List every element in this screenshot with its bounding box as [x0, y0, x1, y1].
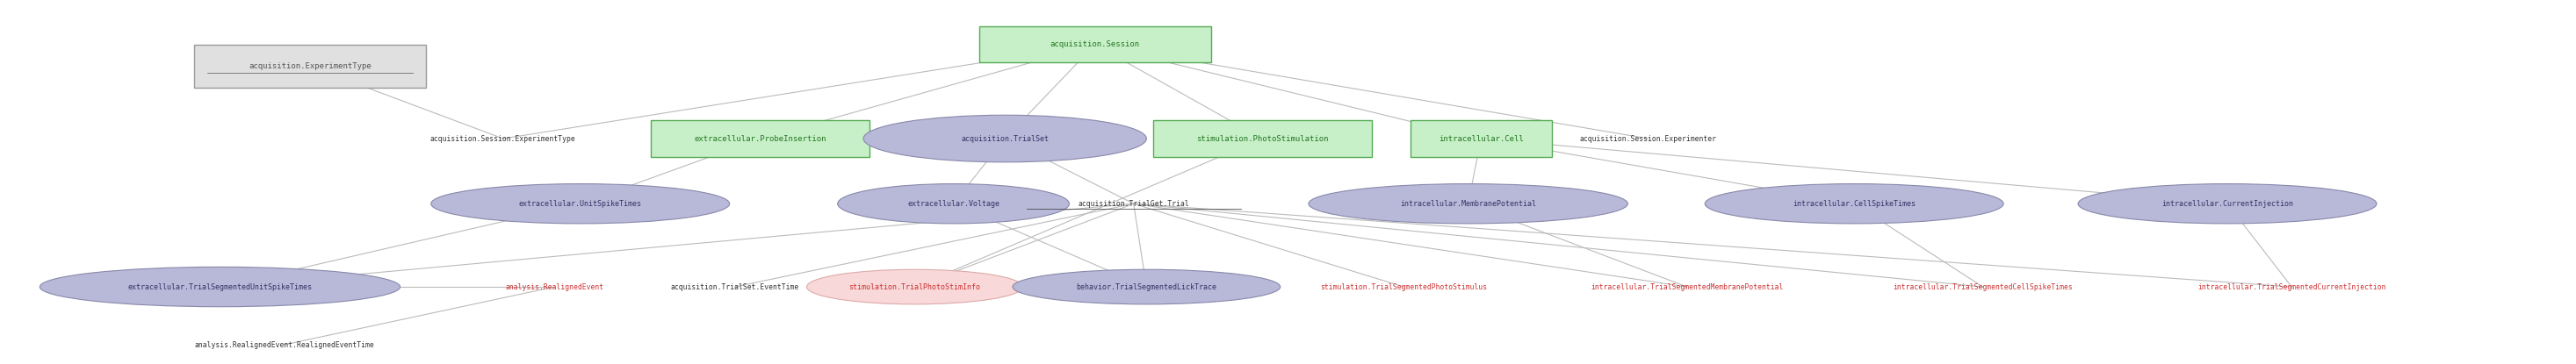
- FancyBboxPatch shape: [1409, 120, 1551, 157]
- FancyBboxPatch shape: [979, 27, 1211, 63]
- Text: acquisition.ExperimentType: acquisition.ExperimentType: [250, 62, 371, 70]
- Ellipse shape: [2079, 184, 2378, 223]
- Text: acquisition.Session.ExperimentType: acquisition.Session.ExperimentType: [430, 135, 577, 143]
- Text: intracellular.TrialSegmentedMembranePotential: intracellular.TrialSegmentedMembranePote…: [1589, 283, 1783, 291]
- Text: acquisition.TrialSet: acquisition.TrialSet: [961, 135, 1048, 143]
- Text: behavior.TrialSegmentedLickTrace: behavior.TrialSegmentedLickTrace: [1077, 283, 1216, 291]
- Ellipse shape: [1012, 269, 1280, 304]
- Text: acquisition.TrialSet.EventTime: acquisition.TrialSet.EventTime: [670, 283, 799, 291]
- Ellipse shape: [863, 115, 1146, 162]
- Ellipse shape: [1705, 184, 2004, 223]
- Ellipse shape: [1309, 184, 1628, 223]
- Text: analysis.RealignedEvent: analysis.RealignedEvent: [505, 283, 603, 291]
- Text: acquisition.Session: acquisition.Session: [1051, 41, 1139, 48]
- Text: stimulation.TrialSegmentedPhotoStimulus: stimulation.TrialSegmentedPhotoStimulus: [1321, 283, 1486, 291]
- Text: stimulation.PhotoStimulation: stimulation.PhotoStimulation: [1195, 135, 1329, 143]
- Text: acquisition.TrialGet.Trial: acquisition.TrialGet.Trial: [1077, 200, 1190, 207]
- FancyBboxPatch shape: [193, 45, 425, 88]
- Ellipse shape: [430, 184, 729, 223]
- Text: extracellular.TrialSegmentedUnitSpikeTimes: extracellular.TrialSegmentedUnitSpikeTim…: [129, 283, 312, 291]
- Text: extracellular.UnitSpikeTimes: extracellular.UnitSpikeTimes: [518, 200, 641, 207]
- Text: intracellular.CurrentInjection: intracellular.CurrentInjection: [2161, 200, 2293, 207]
- Text: intracellular.Cell: intracellular.Cell: [1437, 135, 1522, 143]
- Text: analysis.RealignedEvent.RealignedEventTime: analysis.RealignedEvent.RealignedEventTi…: [193, 341, 374, 349]
- Text: intracellular.TrialSegmentedCurrentInjection: intracellular.TrialSegmentedCurrentInjec…: [2197, 283, 2385, 291]
- Text: extracellular.Voltage: extracellular.Voltage: [907, 200, 999, 207]
- Text: acquisition.Session.Experimenter: acquisition.Session.Experimenter: [1579, 135, 1716, 143]
- Ellipse shape: [806, 269, 1023, 304]
- Text: intracellular.CellSpikeTimes: intracellular.CellSpikeTimes: [1793, 200, 1917, 207]
- Ellipse shape: [837, 184, 1069, 223]
- FancyBboxPatch shape: [652, 120, 871, 157]
- Ellipse shape: [39, 267, 399, 307]
- Text: intracellular.TrialSegmentedCellSpikeTimes: intracellular.TrialSegmentedCellSpikeTim…: [1893, 283, 2074, 291]
- FancyBboxPatch shape: [1154, 120, 1370, 157]
- Text: extracellular.ProbeInsertion: extracellular.ProbeInsertion: [696, 135, 827, 143]
- Text: stimulation.TrialPhotoStimInfo: stimulation.TrialPhotoStimInfo: [850, 283, 981, 291]
- Text: intracellular.MembranePotential: intracellular.MembranePotential: [1401, 200, 1535, 207]
